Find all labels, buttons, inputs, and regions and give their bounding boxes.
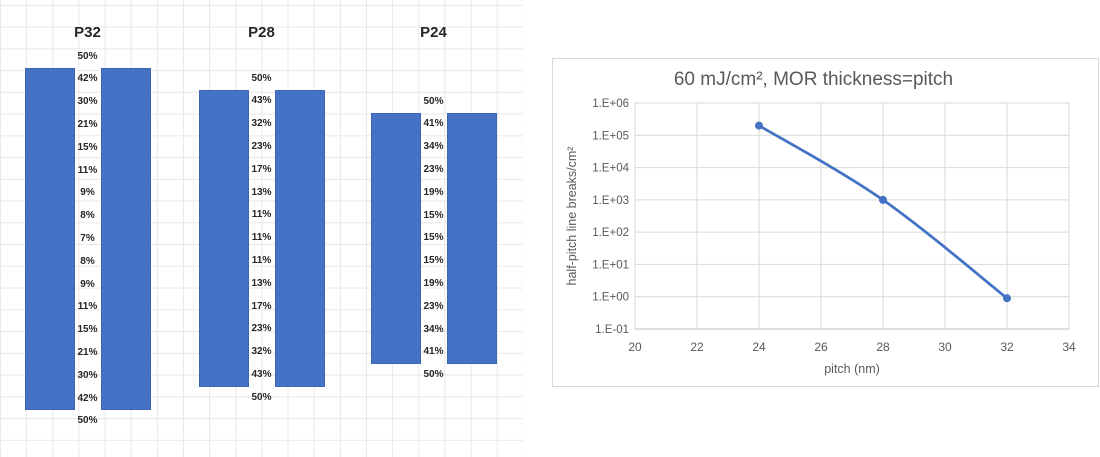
x-tick-label: 28 bbox=[876, 340, 890, 354]
spreadsheet-grid: P32 50% 42% 30% 21% 15% 11% 9% 8% 7% 8% 9% 11% 15% 21%… bbox=[0, 0, 523, 457]
percent-tick: 13% bbox=[251, 277, 272, 289]
y-axis-title: half-pitch line breaks/cm² bbox=[565, 146, 579, 286]
percent-tick: 50% bbox=[251, 391, 272, 403]
percent-tick: 34% bbox=[423, 141, 444, 153]
percent-tick: 19% bbox=[423, 278, 444, 289]
percent-tick: 23% bbox=[423, 164, 444, 175]
x-tick-label: 32 bbox=[1000, 340, 1014, 354]
x-axis-title: pitch (nm) bbox=[824, 362, 880, 376]
percent-tick: 15% bbox=[77, 141, 98, 153]
percent-tick: 50% bbox=[77, 415, 98, 427]
percent-tick: 42% bbox=[77, 392, 98, 404]
data-point-marker bbox=[1003, 294, 1011, 303]
pitch-group-label: P32 bbox=[74, 24, 101, 41]
percent-tick: 32% bbox=[251, 118, 272, 130]
data-point-marker bbox=[879, 195, 887, 204]
x-tick-label: 30 bbox=[938, 340, 952, 354]
x-tick-label: 34 bbox=[1062, 340, 1076, 354]
percent-tick: 32% bbox=[251, 346, 272, 358]
percent-tick: 9% bbox=[80, 278, 95, 290]
percent-tick: 41% bbox=[423, 118, 444, 130]
x-tick-label: 24 bbox=[752, 340, 766, 354]
y-tick-label: 1.E+04 bbox=[592, 163, 629, 175]
percent-tick: 8% bbox=[80, 255, 95, 267]
percent-tick: 23% bbox=[251, 141, 272, 152]
percent-tick: 11% bbox=[251, 209, 272, 221]
bar-right bbox=[274, 90, 325, 387]
percent-tick: 13% bbox=[251, 186, 272, 198]
bar-left bbox=[370, 113, 421, 365]
y-tick-label: 1.E+00 bbox=[592, 292, 629, 304]
y-tick-label: 1.E+01 bbox=[592, 259, 629, 271]
x-tick-label: 20 bbox=[628, 340, 642, 354]
percent-tick: 50% bbox=[77, 50, 98, 62]
percent-tick: 17% bbox=[251, 300, 272, 312]
percent-tick: 43% bbox=[251, 369, 272, 380]
percent-tick: 30% bbox=[77, 96, 98, 108]
line-chart: 60 mJ/cm², MOR thickness=pitch half-pitc… bbox=[552, 58, 1099, 387]
percent-tick: 50% bbox=[423, 95, 444, 107]
percent-tick: 17% bbox=[251, 163, 272, 175]
percent-tick: 19% bbox=[423, 186, 444, 198]
percent-tick: 50% bbox=[423, 369, 444, 381]
y-tick-label: 1.E+02 bbox=[592, 227, 629, 239]
bar-left bbox=[24, 68, 75, 411]
percent-tick: 41% bbox=[423, 346, 444, 358]
percent-tick: 8% bbox=[80, 210, 95, 222]
percent-tick: 11% bbox=[251, 232, 272, 244]
pitch-group-label: P24 bbox=[420, 24, 447, 41]
percent-tick: 21% bbox=[77, 119, 98, 130]
percent-tick: 15% bbox=[423, 232, 444, 244]
percent-tick: 30% bbox=[77, 369, 98, 381]
percent-tick: 34% bbox=[423, 323, 444, 335]
percent-tick: 23% bbox=[251, 323, 272, 335]
y-tick-label: 1.E-01 bbox=[595, 324, 629, 336]
chart-title: 60 mJ/cm², MOR thickness=pitch bbox=[673, 69, 954, 90]
percent-tick: 9% bbox=[80, 187, 95, 199]
pitch-group-label: P28 bbox=[248, 24, 275, 41]
percent-tick: 11% bbox=[77, 301, 98, 313]
x-tick-label: 22 bbox=[690, 340, 704, 354]
y-tick-label: 1.E+06 bbox=[592, 98, 629, 110]
percent-tick: 50% bbox=[251, 72, 272, 84]
percent-tick: 43% bbox=[251, 95, 272, 107]
percent-tick: 23% bbox=[423, 300, 444, 312]
percent-tick: 21% bbox=[77, 347, 98, 358]
percent-tick: 11% bbox=[251, 255, 272, 266]
y-tick-label: 1.E+05 bbox=[592, 130, 629, 142]
y-tick-label: 1.E+03 bbox=[592, 195, 629, 207]
percent-tick: 7% bbox=[80, 233, 95, 244]
percent-tick: 42% bbox=[77, 73, 98, 85]
bar-right bbox=[100, 68, 151, 411]
plot-area: 1.E+06 1.E+05 1.E+04 1.E+03 1.E+02 1.E+01 1.E+… bbox=[592, 98, 1076, 354]
percent-tick: 15% bbox=[423, 255, 444, 267]
data-point-marker bbox=[755, 121, 763, 130]
bar-left bbox=[198, 90, 249, 387]
percent-tick: 15% bbox=[77, 324, 98, 336]
percent-tick: 15% bbox=[423, 209, 444, 221]
percent-tick: 11% bbox=[77, 164, 98, 176]
bar-right bbox=[446, 113, 497, 365]
x-tick-label: 26 bbox=[814, 340, 828, 354]
